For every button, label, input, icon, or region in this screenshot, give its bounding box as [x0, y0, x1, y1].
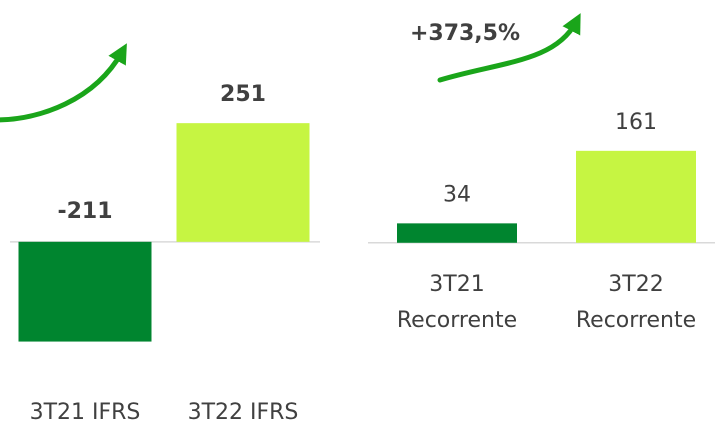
x-tick-label: 3T21 Recorrente: [397, 272, 517, 333]
annotation: +373,5%: [410, 21, 520, 46]
growth-arrow: [0, 43, 127, 123]
bar: [397, 223, 517, 243]
x-tick-label: 3T22 Recorrente: [576, 272, 696, 333]
growth-arrow: [437, 13, 581, 83]
value-label: 251: [220, 82, 266, 107]
bar: [18, 241, 152, 342]
value-label: -211: [57, 199, 112, 224]
x-tick-label: 3T22 IFRS: [188, 400, 299, 425]
bar: [576, 150, 696, 243]
x-tick-label: 3T21 IFRS: [30, 400, 141, 425]
bar: [176, 123, 310, 242]
value-label: 161: [615, 110, 657, 135]
value-label: 34: [443, 182, 471, 207]
